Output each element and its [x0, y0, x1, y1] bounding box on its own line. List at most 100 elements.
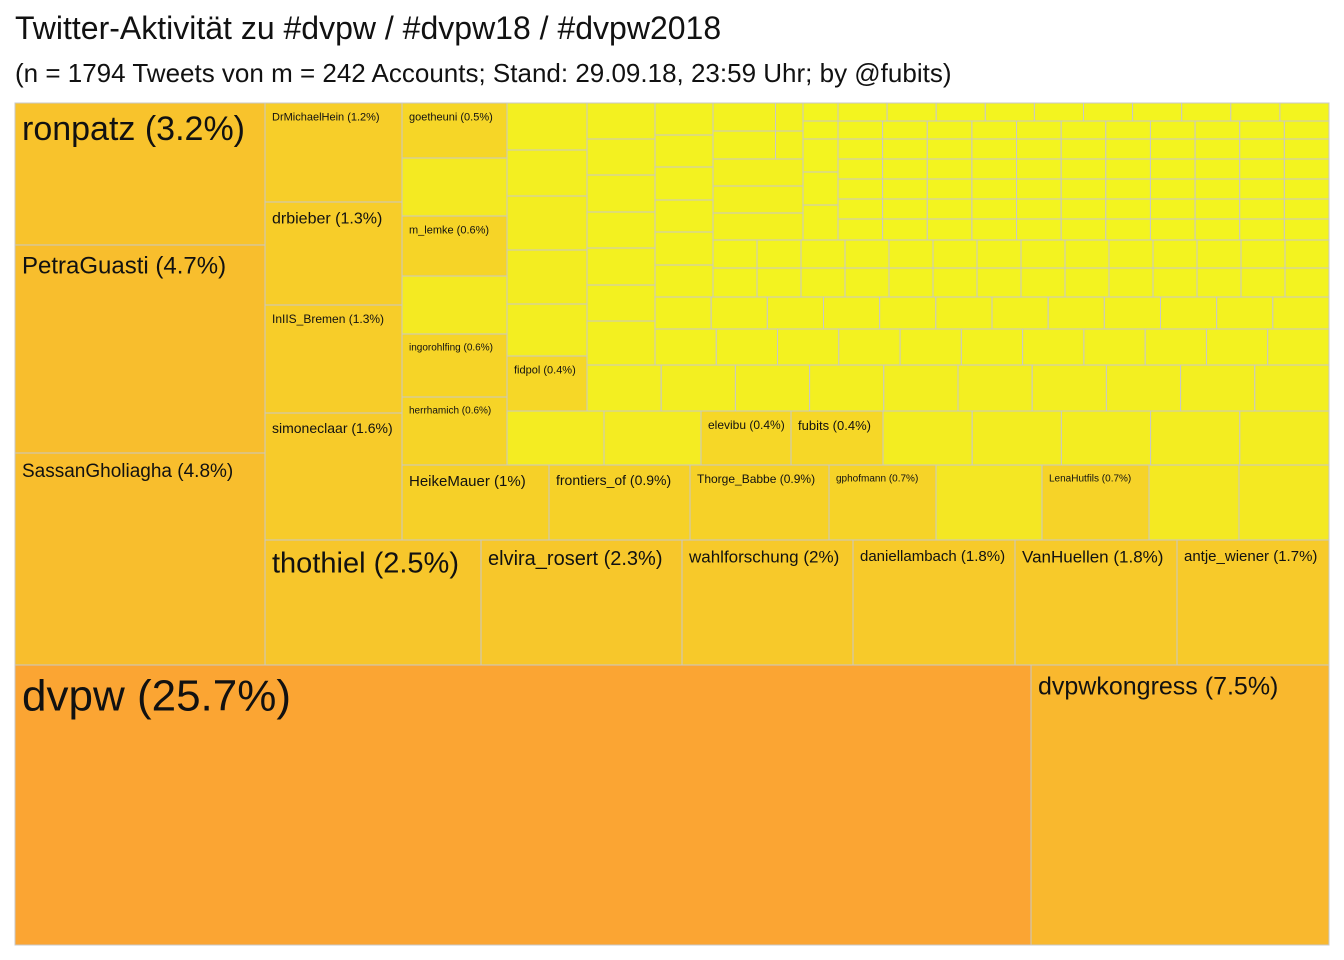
- account-cell: [712, 185, 804, 214]
- account-cell: [1148, 464, 1240, 541]
- account-label: PetraGuasti (4.7%): [22, 252, 226, 279]
- account-cell: [888, 239, 934, 269]
- account-cell: [1194, 178, 1241, 200]
- chart-subtitle: (n = 1794 Tweets von m = 242 Accounts; S…: [15, 58, 952, 88]
- account-cell: [1132, 102, 1183, 122]
- account-cell: [935, 102, 986, 122]
- account-cell: [712, 239, 758, 269]
- account-label: daniellambach (1.8%): [860, 548, 1005, 565]
- account-cell: [1149, 158, 1196, 180]
- account-label: drbieber (1.3%): [272, 211, 382, 228]
- account-cell: [1150, 410, 1241, 466]
- account-cell-iniis-bremen: [264, 304, 403, 414]
- account-cell: [1060, 120, 1107, 140]
- account-cell: [809, 364, 885, 412]
- account-cell: [603, 410, 702, 466]
- account-label: HeikeMauer (1%): [409, 473, 526, 490]
- account-cell: [926, 158, 973, 180]
- account-cell: [802, 102, 839, 122]
- account-cell: [984, 102, 1035, 122]
- account-cell: [1283, 178, 1330, 200]
- account-label: VanHuellen (1.8%): [1022, 547, 1163, 566]
- account-cell: [960, 328, 1024, 366]
- account-cell: [1205, 328, 1269, 366]
- account-cell: [837, 178, 884, 200]
- account-cell: [766, 296, 824, 330]
- account-label: SassanGholiagha (4.8%): [22, 461, 233, 482]
- account-cell: [1239, 120, 1285, 140]
- account-cell: [1060, 158, 1107, 180]
- account-cell: [660, 364, 736, 412]
- account-cell: [1060, 138, 1107, 160]
- account-cell: [654, 296, 712, 330]
- account-cell: [1016, 120, 1062, 140]
- account-cell-simoneclaar: [264, 412, 403, 541]
- account-cell: [756, 239, 802, 269]
- account-label: m_lemke (0.6%): [409, 224, 489, 236]
- account-cell: [1160, 296, 1218, 330]
- account-cell: [777, 328, 840, 366]
- account-cell: [586, 247, 656, 286]
- account-cell-daniellambach: [852, 539, 1016, 666]
- account-label: gphofmann (0.7%): [836, 474, 918, 485]
- account-cell-vanhuellen: [1014, 539, 1178, 666]
- account-cell-goetheuni: [401, 102, 508, 159]
- account-cell: [506, 102, 588, 151]
- account-cell: [1105, 120, 1151, 140]
- account-cell: [802, 204, 839, 241]
- account-cell: [883, 364, 959, 412]
- account-cell: [1031, 364, 1107, 412]
- account-cell: [800, 267, 846, 298]
- account-cell: [1196, 239, 1242, 269]
- account-cell-herrhamich: [401, 396, 508, 466]
- account-cell: [1239, 410, 1330, 466]
- account-cell-gphofmann: [828, 464, 937, 541]
- account-cell: [654, 328, 717, 366]
- account-label: ronpatz (3.2%): [22, 110, 245, 148]
- account-cell: [882, 138, 928, 160]
- account-cell: [976, 267, 1022, 298]
- account-cell: [654, 134, 714, 168]
- account-cell: [506, 410, 605, 466]
- account-cell: [800, 239, 846, 269]
- account-label: fubits (0.4%): [798, 418, 871, 433]
- account-cell: [1240, 267, 1286, 298]
- account-label: elvira_rosert (2.3%): [488, 548, 663, 570]
- account-cell: [1283, 198, 1330, 220]
- account-cell: [899, 328, 962, 366]
- account-label: antje_wiener (1.7%): [1184, 548, 1317, 565]
- account-cell: [586, 320, 656, 366]
- account-cell: [1149, 120, 1196, 140]
- account-cell: [837, 120, 884, 140]
- account-label: LenaHutfils (0.7%): [1049, 474, 1131, 485]
- account-cell: [932, 267, 978, 298]
- account-label: herrhamich (0.6%): [409, 406, 491, 417]
- account-cell-fubits: [790, 410, 884, 466]
- account-cell: [1016, 158, 1062, 180]
- account-cell: [654, 264, 714, 298]
- account-cell: [882, 218, 928, 241]
- account-cell-thothiel: [264, 539, 482, 666]
- account-cell: [1283, 158, 1330, 180]
- account-cell: [802, 120, 839, 140]
- account-cell: [506, 303, 588, 357]
- account-cell: [1216, 296, 1274, 330]
- account-label: dvpw (25.7%): [22, 671, 291, 720]
- account-cell: [882, 158, 928, 180]
- account-label: simoneclaar (1.6%): [272, 420, 393, 436]
- account-cell: [935, 464, 1043, 541]
- account-cell: [1083, 328, 1146, 366]
- account-cell: [710, 296, 768, 330]
- account-cell: [712, 212, 804, 241]
- account-cell: [586, 174, 656, 213]
- account-cell-dvpwkongress: [1030, 664, 1330, 946]
- account-cell: [1194, 138, 1241, 160]
- account-cell: [1283, 218, 1330, 241]
- account-cell: [926, 178, 973, 200]
- account-cell-wahlforschung: [681, 539, 854, 666]
- account-cell-elvira-rosert: [480, 539, 683, 666]
- account-cell: [1283, 138, 1330, 160]
- account-cell: [1064, 267, 1110, 298]
- account-cell: [506, 195, 588, 251]
